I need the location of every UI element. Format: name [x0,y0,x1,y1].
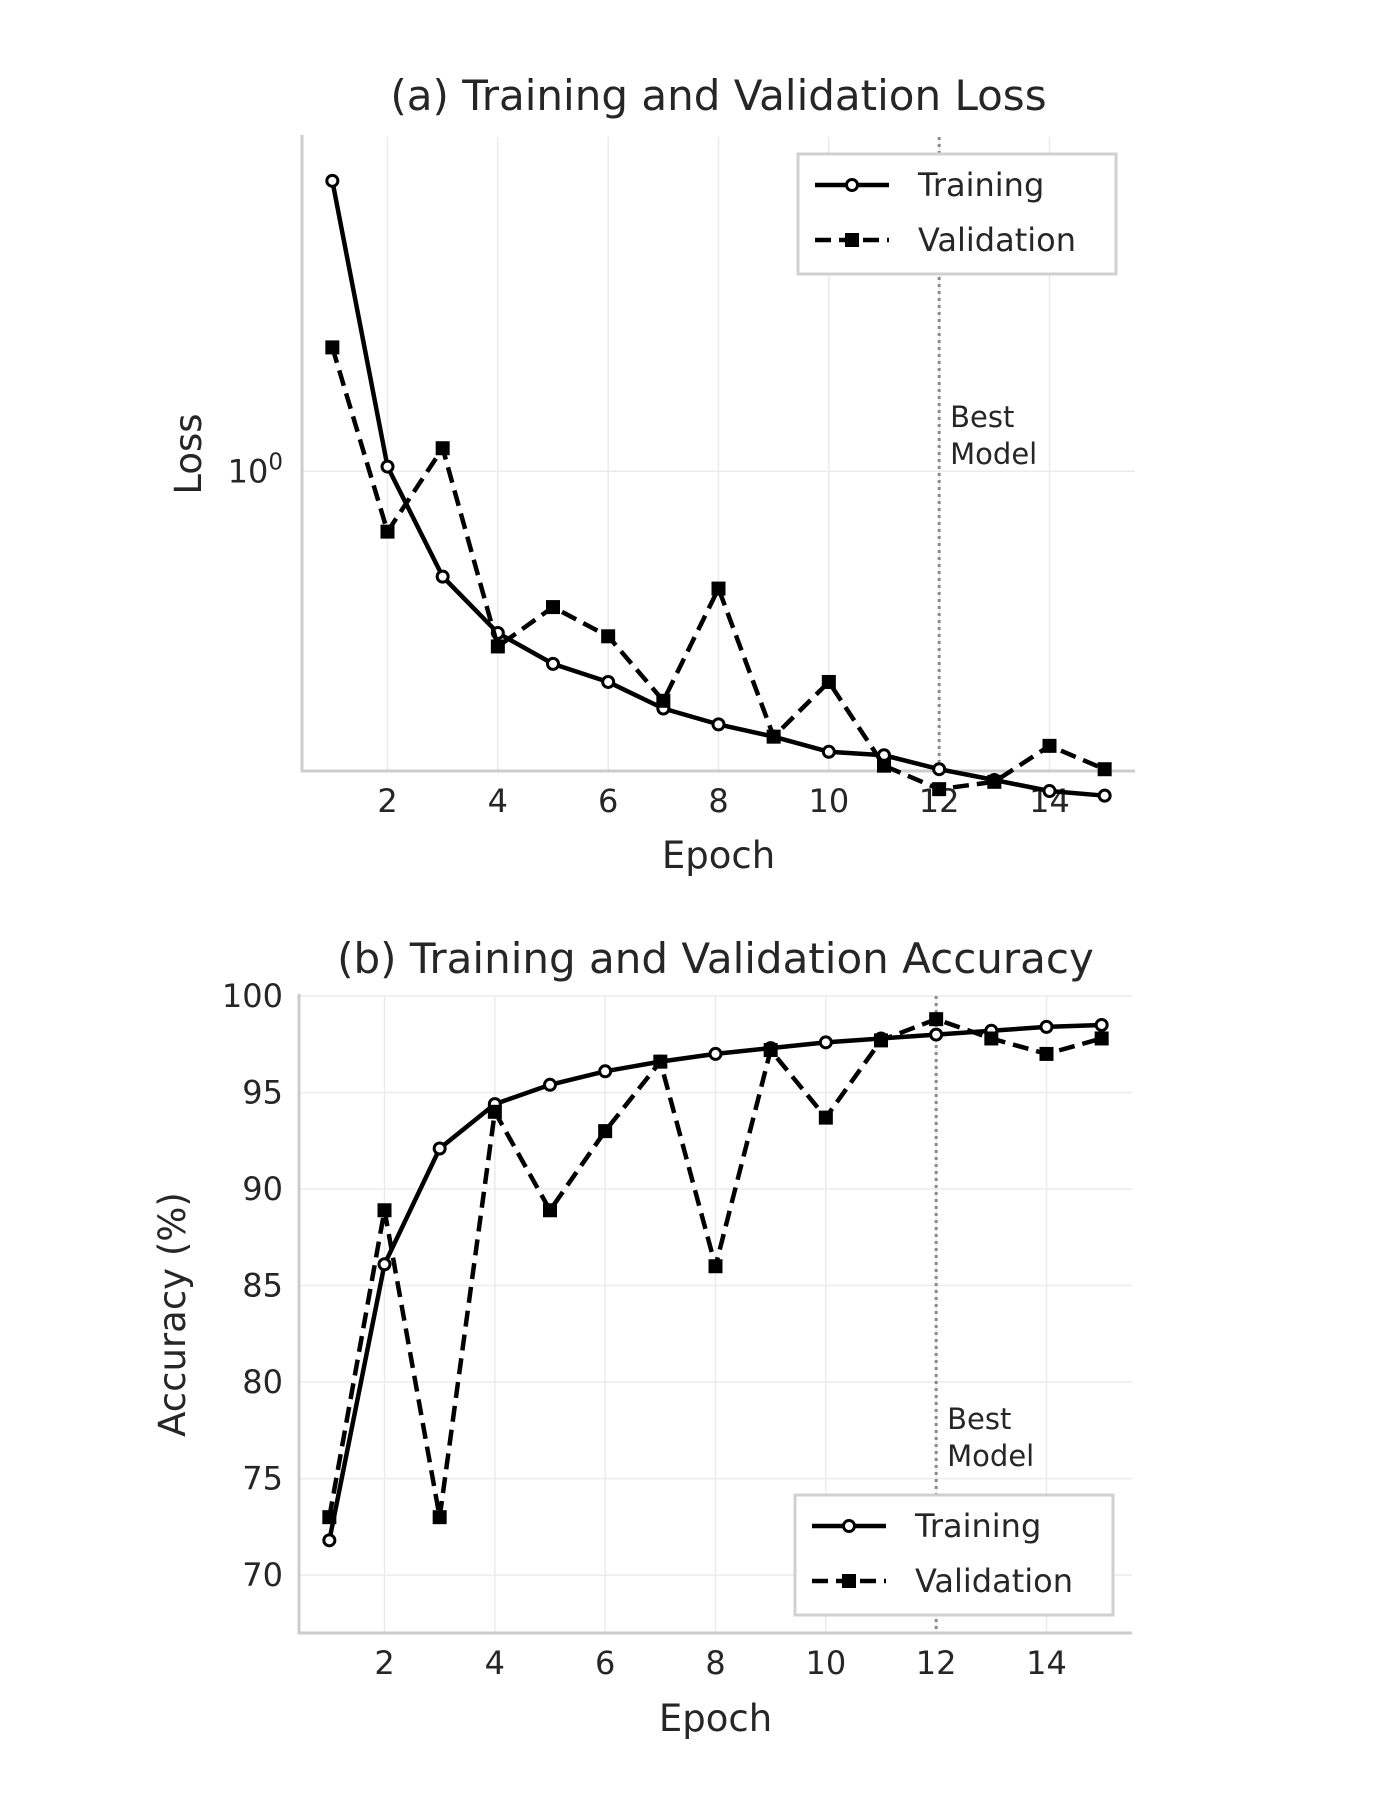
y-tick-label: 75 [242,1460,283,1498]
data-point-validation [763,1043,778,1058]
legend: Training Validation [793,1493,1115,1617]
data-point-validation [987,774,1002,789]
x-tick-label: 12 [916,1644,957,1682]
data-point-validation [818,1110,833,1125]
data-point-validation [1039,1046,1054,1061]
data-point-validation [322,1510,337,1525]
x-tick-label: 2 [377,782,397,820]
y-tick-label: 100 [228,449,283,490]
data-point-validation [656,693,671,708]
legend-marker-circle [842,1519,856,1533]
data-point-training [708,1046,723,1061]
data-point-validation [1042,738,1057,753]
data-point-validation [1097,762,1112,777]
data-point-validation [766,729,781,744]
y-axis-label: Loss [167,413,210,494]
data-point-validation [490,639,505,654]
x-tick-label: 4 [488,782,508,820]
x-axis-label: Epoch [659,1697,772,1740]
data-point-training [432,1141,447,1156]
data-point-validation [876,758,891,773]
data-point-validation [929,1012,944,1027]
data-point-training [601,674,616,689]
data-point-validation [708,1259,723,1274]
y-tick-label: 100 [222,977,283,1015]
y-tick-base: 10 [228,452,269,490]
legend-label: Training [917,166,1044,204]
data-point-training [1039,1019,1054,1034]
y-tick-label: 85 [242,1267,283,1305]
data-point-training [929,1027,944,1042]
data-point-validation [711,581,726,596]
legend-frame [796,152,1118,276]
legend-label: Validation [918,221,1076,259]
data-point-validation [377,1203,392,1218]
data-point-training [711,717,726,732]
data-point-validation [984,1031,999,1046]
data-point-training [325,173,340,188]
x-tick-label: 10 [805,1644,846,1682]
data-point-training [543,1077,558,1092]
series-line-validation [330,346,1106,792]
data-point-training [1042,784,1057,799]
x-tick-label: 4 [485,1644,505,1682]
best-model-annotation: Best [950,400,1014,434]
best-model-annotation: Model [950,437,1037,471]
data-point-validation [821,674,836,689]
best-model-annotation: Best [947,1402,1011,1436]
y-tick-label: 80 [242,1363,283,1401]
chart-title: (a) Training and Validation Loss [390,71,1046,120]
data-point-training [1097,788,1112,803]
y-tick-label: 95 [242,1074,283,1112]
data-point-training [821,744,836,759]
data-point-training [380,459,395,474]
data-point-training [377,1257,392,1272]
legend-marker-square [845,233,859,247]
data-point-validation [325,340,340,355]
data-point-training [598,1064,613,1079]
legend-marker-circle [845,178,859,192]
data-point-training [435,569,450,584]
data-point-validation [546,600,561,615]
x-tick-label: 8 [705,1644,725,1682]
best-model-annotation: Model [947,1439,1034,1473]
x-axis-label: Epoch [662,834,775,877]
data-point-validation [435,441,450,456]
data-point-validation [601,629,616,644]
data-point-training [546,656,561,671]
data-point-validation [543,1203,558,1218]
x-tick-label: 14 [1026,1644,1067,1682]
chart-title: (b) Training and Validation Accuracy [337,934,1094,983]
data-point-validation [873,1033,888,1048]
x-tick-label: 10 [808,782,849,820]
legend: Training Validation [796,152,1118,276]
data-point-training [322,1533,337,1548]
y-tick-label: 70 [242,1556,283,1594]
y-axis-label: Accuracy (%) [151,1192,194,1437]
data-point-training [932,762,947,777]
legend-label: Training [914,1507,1041,1545]
y-tick-exponent: 0 [268,449,283,475]
data-point-training [818,1035,833,1050]
data-point-validation [432,1510,447,1525]
x-tick-label: 6 [595,1644,615,1682]
data-point-validation [380,524,395,539]
x-tick-label: 6 [598,782,618,820]
data-point-validation [487,1104,502,1119]
x-tick-label: 2 [374,1644,394,1682]
data-point-validation [598,1124,613,1139]
data-point-validation [653,1054,668,1069]
x-tick-label: 8 [708,782,728,820]
data-point-validation [1094,1031,1109,1046]
y-tick-label: 90 [242,1170,283,1208]
legend-frame [793,1493,1115,1617]
data-point-validation [932,782,947,797]
data-point-training [1094,1017,1109,1032]
legend-label: Validation [915,1562,1073,1600]
legend-marker-square [842,1574,856,1588]
